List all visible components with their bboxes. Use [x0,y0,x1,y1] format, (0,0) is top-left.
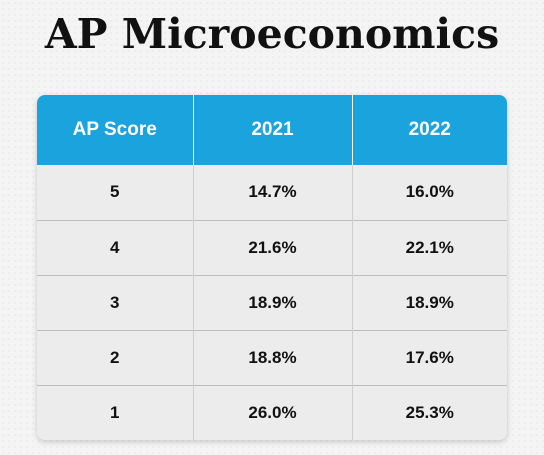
percent-2021-cell: 26.0% [193,384,353,440]
percent-2021-cell: 18.9% [193,274,353,330]
score-cell: 3 [37,274,194,330]
table-header-row: AP Score 2021 2022 [37,95,507,165]
score-cell: 1 [37,384,194,440]
percent-2022-cell: 22.1% [352,219,507,275]
percent-2021-cell: 14.7% [193,165,353,220]
header-ap-score: AP Score [37,95,194,165]
score-cell: 2 [37,329,194,385]
score-table: AP Score 2021 2022 5 14.7% 16.0% 4 21.6%… [37,95,507,440]
percent-2022-cell: 18.9% [352,274,507,330]
table-row: 5 14.7% 16.0% [37,165,507,220]
percent-2021-cell: 18.8% [193,329,353,385]
percent-2022-cell: 17.6% [352,329,507,385]
table-row: 4 21.6% 22.1% [37,219,507,275]
header-year-2021: 2021 [193,95,353,165]
header-year-2022: 2022 [408,119,451,140]
score-cell: 4 [37,219,194,275]
percent-2022-cell: 25.3% [352,384,507,440]
table-row: 1 26.0% 25.3% [37,384,507,440]
score-cell: 5 [37,165,194,220]
table-row: 2 18.8% 17.6% [37,329,507,385]
percent-2022-cell: 16.0% [405,182,454,202]
percent-2021-cell: 21.6% [193,219,353,275]
table-row: 3 18.9% 18.9% [37,274,507,330]
score-distribution-table: AP Score 2021 2022 5 14.7% 16.0% 4 21.6%… [37,95,507,440]
page-title: AP Microeconomics [44,10,500,58]
